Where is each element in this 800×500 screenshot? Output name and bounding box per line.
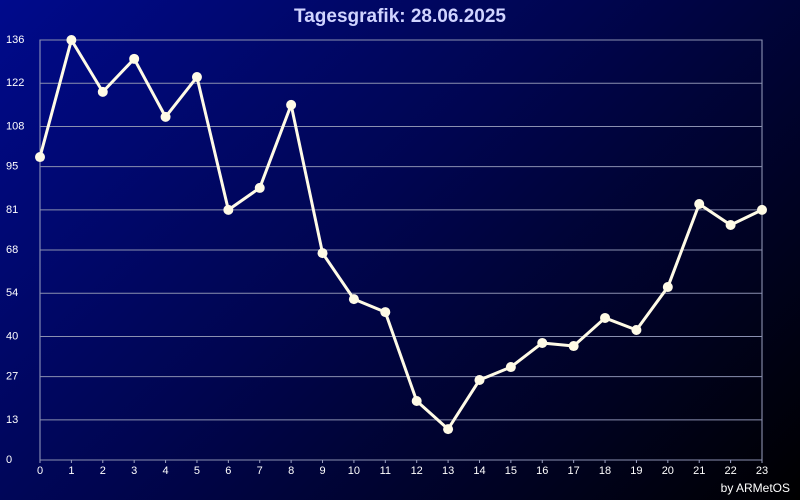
data-point [725, 219, 736, 230]
data-point [97, 86, 108, 97]
x-tick-label: 8 [288, 465, 294, 477]
data-point [568, 341, 579, 352]
x-tick-label: 20 [662, 465, 674, 477]
series-line [38, 38, 763, 431]
x-tick-label: 0 [37, 465, 43, 477]
data-point [35, 152, 45, 163]
data-point [537, 337, 548, 348]
x-tick-label: 4 [163, 465, 169, 477]
data-point [631, 324, 642, 335]
x-tick-label: 6 [225, 465, 231, 477]
data-point [317, 248, 328, 259]
data-point [600, 312, 611, 323]
x-tick-label: 7 [257, 465, 263, 477]
y-tick-label: 81 [6, 204, 18, 216]
x-tick-label: 22 [724, 465, 736, 477]
y-tick-label: 54 [6, 287, 18, 299]
data-point [411, 396, 422, 407]
data-point [505, 362, 516, 373]
y-tick-label: 68 [6, 244, 18, 256]
data-point [254, 182, 265, 193]
x-tick-label: 1 [68, 465, 74, 477]
x-tick-label: 10 [348, 465, 360, 477]
y-tick-label: 95 [6, 161, 18, 173]
y-tick-label: 122 [6, 77, 24, 89]
y-tick-label: 108 [6, 120, 24, 132]
data-point [160, 111, 171, 122]
data-point [380, 307, 391, 318]
data-point [757, 204, 767, 215]
data-point [662, 282, 673, 293]
x-tick-label: 9 [319, 465, 325, 477]
y-tick-label: 27 [6, 371, 18, 383]
x-tick-label: 12 [411, 465, 423, 477]
chart-title: Tagesgrafik: 28.06.2025 [294, 6, 506, 27]
data-point [348, 294, 359, 305]
data-point [443, 424, 454, 435]
x-tick-label: 2 [100, 465, 106, 477]
x-tick-label: 19 [630, 465, 642, 477]
data-point [129, 53, 140, 64]
x-tick-label: 17 [568, 465, 580, 477]
data-point [286, 99, 297, 110]
x-tick-label: 13 [442, 465, 454, 477]
x-tick-label: 23 [756, 465, 768, 477]
credit: by ARMetOS [721, 481, 790, 495]
x-tick-label: 3 [131, 465, 137, 477]
data-point [66, 35, 77, 45]
data-point [694, 198, 705, 209]
data-point [191, 72, 202, 83]
data-point [474, 375, 485, 386]
data-point [223, 204, 234, 215]
x-tick-label: 5 [194, 465, 200, 477]
y-tick-label: 40 [6, 330, 18, 342]
x-tick-label: 14 [473, 465, 485, 477]
y-tick-label: 13 [6, 414, 18, 426]
x-tick-label: 15 [505, 465, 517, 477]
x-tick-label: 11 [380, 465, 391, 477]
x-tick-label: 18 [599, 465, 611, 477]
y-tick-label: 0 [6, 454, 12, 466]
x-tick-label: 21 [693, 465, 705, 477]
y-tick-label: 136 [6, 34, 24, 46]
x-tick-label: 16 [536, 465, 548, 477]
